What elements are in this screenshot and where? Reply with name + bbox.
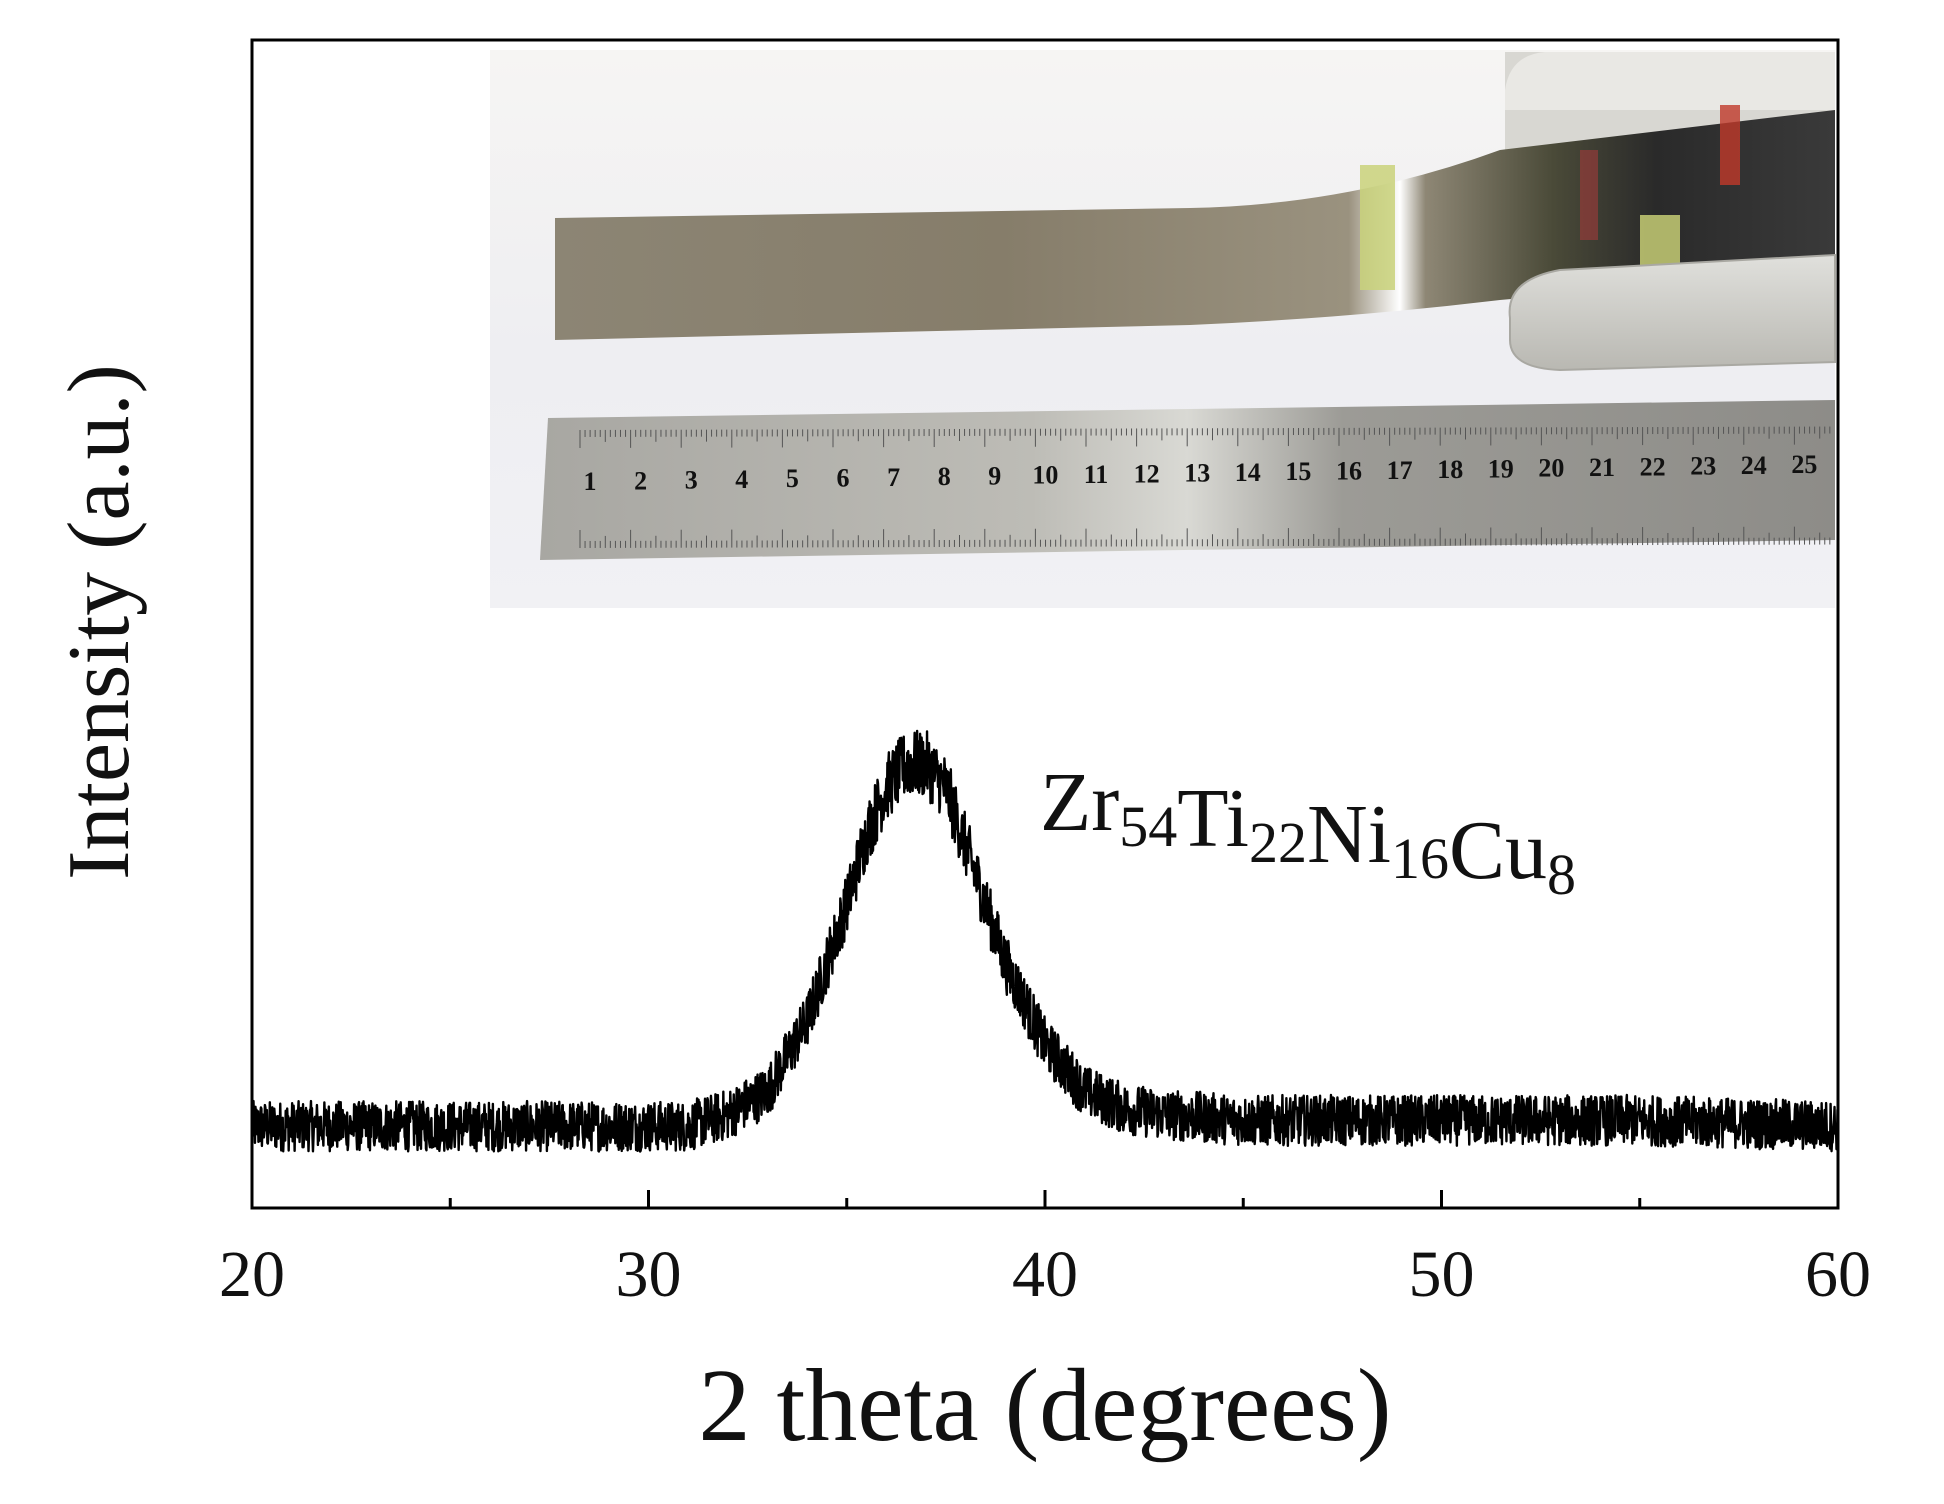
ruler-number: 1 xyxy=(584,467,597,496)
ruler-ticks xyxy=(579,426,1831,548)
composition-annotation: Zr54Ti22Ni16Cu8 xyxy=(1040,756,1576,907)
annotation-subscript: 16 xyxy=(1391,826,1449,891)
ruler-number: 16 xyxy=(1336,457,1362,486)
ruler-number: 24 xyxy=(1741,451,1767,480)
ruler-number: 7 xyxy=(887,463,900,492)
ruler-number: 15 xyxy=(1285,457,1311,486)
ruler-number: 21 xyxy=(1589,453,1615,482)
ruler-number: 25 xyxy=(1791,450,1817,479)
ruler-number: 5 xyxy=(786,464,799,493)
ruler-number: 8 xyxy=(938,462,951,491)
ruler-number: 4 xyxy=(735,465,748,494)
annotation-subscript: 8 xyxy=(1547,842,1576,907)
x-tick-label: 50 xyxy=(1409,1238,1475,1311)
annotation-element: Ni xyxy=(1307,788,1391,881)
ruler-number: 23 xyxy=(1690,452,1716,481)
ruler-number: 3 xyxy=(685,466,698,495)
x-tick-label: 20 xyxy=(219,1238,285,1311)
ruler-number: 17 xyxy=(1387,456,1413,485)
ribbon-coil xyxy=(1508,253,1836,372)
y-axis-label: Intensity (a.u.) xyxy=(51,364,148,880)
ruler xyxy=(540,400,1835,560)
inset-photo: 1 2 3 4 5 6 7 8 9 10 11 12 13 14 15 16 17 18 19 20 21 22 23 24 2… xyxy=(490,50,1836,608)
x-tick-label: 60 xyxy=(1805,1238,1871,1311)
ruler-number: 13 xyxy=(1184,459,1210,488)
ruler-number: 6 xyxy=(837,464,850,493)
ruler-number: 20 xyxy=(1538,454,1564,483)
xrd-series-line xyxy=(250,729,1840,1153)
ruler-number: 14 xyxy=(1235,458,1261,487)
x-tick-labels: 20 30 40 50 60 xyxy=(219,1238,1871,1311)
ruler-number: 18 xyxy=(1437,455,1463,484)
annotation-element: Ti xyxy=(1177,772,1249,865)
annotation-subscript: 22 xyxy=(1249,810,1307,875)
x-tick-label: 40 xyxy=(1012,1238,1078,1311)
annotation-element: Zr xyxy=(1040,756,1119,849)
ruler-number: 11 xyxy=(1084,460,1109,489)
x-axis-label: 2 theta (degrees) xyxy=(699,1348,1392,1463)
series-layer xyxy=(250,729,1840,1153)
x-ticks xyxy=(250,1190,1840,1208)
ruler-number: 9 xyxy=(988,461,1001,490)
ruler-number: 12 xyxy=(1134,459,1160,488)
annotation-element: Cu xyxy=(1449,804,1547,897)
ruler-number: 19 xyxy=(1488,454,1514,483)
ruler-number: 10 xyxy=(1032,461,1058,490)
ruler-number: 22 xyxy=(1640,452,1666,481)
x-tick-label: 30 xyxy=(616,1238,682,1311)
ruler-number: 2 xyxy=(634,466,647,495)
ruler-numbers: 1 2 3 4 5 6 7 8 9 10 11 12 13 14 15 16 17 18 19 20 21 22 23 24 2… xyxy=(584,450,1818,496)
annotation-subscript: 54 xyxy=(1119,794,1177,859)
ribbon-strip xyxy=(555,110,1835,340)
